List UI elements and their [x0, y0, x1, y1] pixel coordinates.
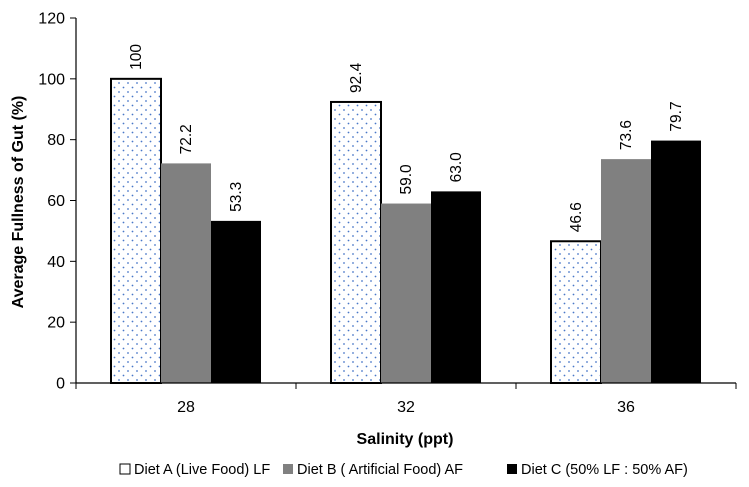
x-tick-label: 36: [617, 399, 635, 416]
legend-label: Diet B ( Artificial Food) AF: [297, 462, 463, 478]
data-label: 59.0: [398, 164, 415, 195]
bar-diet-b: [381, 203, 431, 383]
data-label: 92.4: [348, 62, 365, 93]
x-axis-title: Salinity (ppt): [357, 431, 454, 448]
y-tick-label: 80: [47, 132, 65, 149]
x-tick-label: 28: [177, 399, 195, 416]
bar-diet-a: [550, 240, 602, 384]
y-tick-label: 120: [38, 11, 65, 28]
bar-diet-b: [161, 163, 211, 383]
data-label: 53.3: [228, 182, 245, 212]
data-label: 46.6: [568, 202, 585, 232]
y-axis-title: Average Fullness of Gut (%): [10, 96, 27, 309]
data-label: 73.6: [618, 120, 635, 150]
data-label: 79.7: [668, 101, 685, 131]
data-label: 63.0: [448, 152, 465, 183]
axes: [75, 18, 737, 389]
y-tick-label: 20: [47, 315, 65, 332]
x-axis-ticks: 28 32 36: [177, 399, 635, 416]
y-tick-label: 0: [56, 376, 65, 393]
bar-diet-c: [431, 191, 481, 383]
x-tick-label: 32: [397, 399, 415, 416]
legend-swatch: [283, 464, 293, 474]
y-axis-ticks: 0 20 40 60 80 100 120: [38, 11, 76, 393]
legend-swatch: [119, 463, 131, 475]
legend-label: Diet C (50% LF : 50% AF): [521, 462, 688, 478]
legend: Diet A (Live Food) LF Diet B ( Artificial…: [119, 462, 688, 478]
bar-diet-c: [211, 220, 261, 383]
data-label: 72.2: [178, 124, 195, 154]
bar-diet-a: [330, 100, 382, 384]
data-label: 100: [128, 44, 145, 70]
legend-label: Diet A (Live Food) LF: [134, 462, 270, 478]
y-tick-label: 100: [38, 71, 65, 88]
bar-diet-a: [110, 77, 162, 384]
bars: 100 92.4 46.6 72.2 59.0 73.6 53.3 63.0 79.7: [110, 44, 701, 384]
y-tick-label: 40: [47, 254, 65, 271]
bar-diet-b: [601, 159, 651, 383]
bar-diet-c: [651, 140, 701, 383]
legend-swatch: [507, 464, 517, 474]
y-tick-label: 60: [47, 193, 65, 210]
